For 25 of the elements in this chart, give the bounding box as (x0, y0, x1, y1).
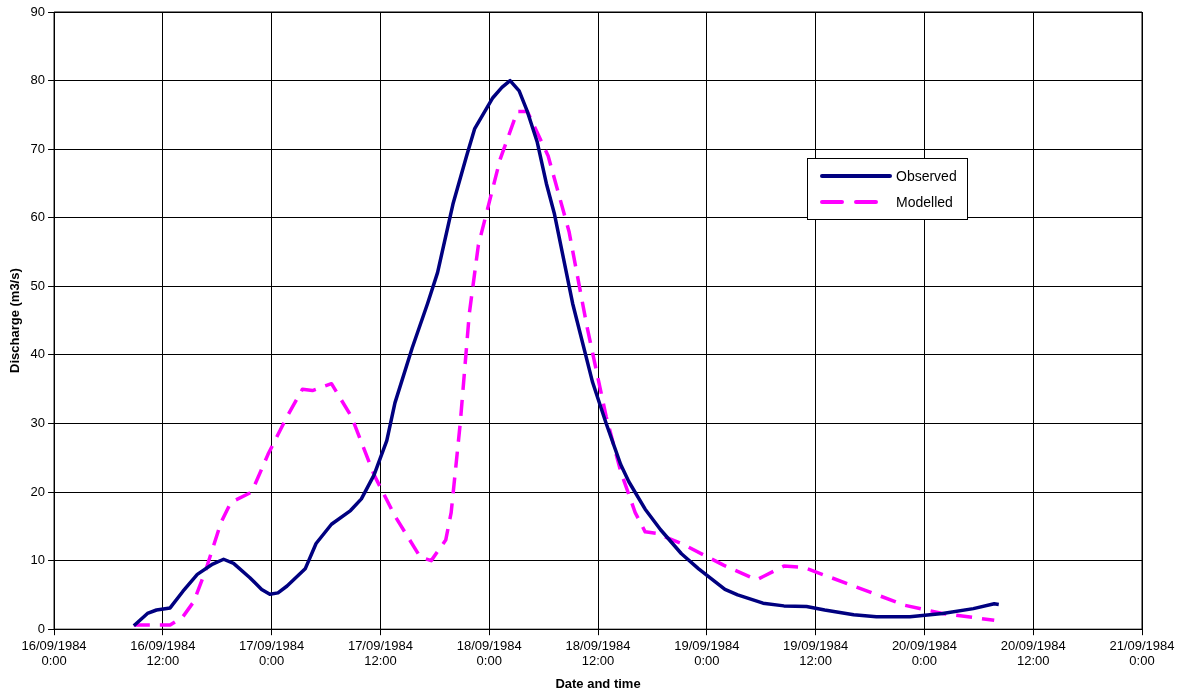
x-tick-label: 20/09/1984 0:00 (891, 637, 957, 669)
y-axis-title: Discharge (m3/s) (7, 268, 23, 373)
x-tick-label: 18/09/1984 12:00 (565, 637, 631, 669)
y-tick-label: 20 (30, 483, 46, 499)
y-tick-label: 0 (37, 620, 46, 636)
x-tick-label: 16/09/1984 12:00 (130, 637, 196, 669)
x-tick-label: 19/09/1984 12:00 (783, 637, 849, 669)
y-tick-label: 10 (30, 552, 46, 568)
y-tick-label: 70 (30, 140, 46, 156)
x-tick-label: 17/09/1984 0:00 (239, 637, 305, 669)
y-tick-label: 80 (30, 72, 46, 88)
y-tick-label: 40 (30, 346, 46, 362)
y-tick-label: 60 (30, 209, 46, 225)
y-tick-label: 30 (30, 415, 46, 431)
legend-label: Modelled (896, 194, 953, 210)
legend-label: Observed (896, 168, 957, 184)
x-axis-title: Date and time (555, 675, 641, 691)
x-tick-label: 16/09/1984 0:00 (21, 637, 87, 669)
x-tick-label: 21/09/1984 0:00 (1109, 637, 1175, 669)
x-tick-label: 18/09/1984 0:00 (456, 637, 522, 669)
x-tick-label: 20/09/1984 12:00 (1000, 637, 1066, 669)
x-tick-label: 19/09/1984 0:00 (674, 637, 740, 669)
x-tick-label: 17/09/1984 12:00 (347, 637, 413, 669)
y-tick-label: 90 (30, 3, 46, 19)
y-tick-label: 50 (30, 277, 46, 293)
